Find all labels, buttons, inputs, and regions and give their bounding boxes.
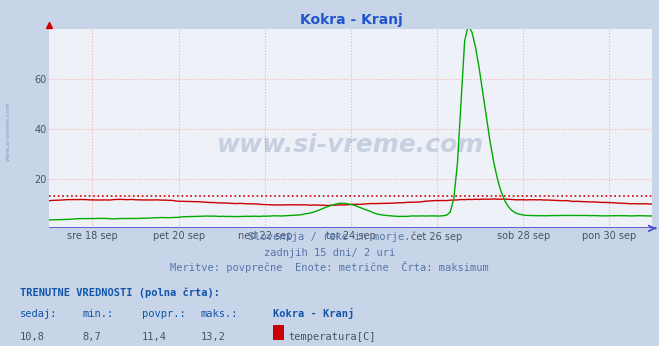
Text: maks.:: maks.:: [201, 309, 239, 319]
Text: Meritve: povprečne  Enote: metrične  Črta: maksimum: Meritve: povprečne Enote: metrične Črta:…: [170, 261, 489, 273]
Text: temperatura[C]: temperatura[C]: [288, 332, 376, 342]
Text: 8,7: 8,7: [82, 332, 101, 342]
Text: TRENUTNE VREDNOSTI (polna črta):: TRENUTNE VREDNOSTI (polna črta):: [20, 287, 219, 298]
Text: 11,4: 11,4: [142, 332, 167, 342]
Text: Kokra - Kranj: Kokra - Kranj: [273, 308, 355, 319]
Text: povpr.:: povpr.:: [142, 309, 185, 319]
Text: 10,8: 10,8: [20, 332, 45, 342]
Text: www.si-vreme.com: www.si-vreme.com: [5, 102, 11, 161]
Text: zadnjih 15 dni/ 2 uri: zadnjih 15 dni/ 2 uri: [264, 248, 395, 258]
Text: 13,2: 13,2: [201, 332, 226, 342]
Title: Kokra - Kranj: Kokra - Kranj: [300, 13, 402, 27]
Text: sedaj:: sedaj:: [20, 309, 57, 319]
Text: www.si-vreme.com: www.si-vreme.com: [217, 133, 484, 157]
Text: min.:: min.:: [82, 309, 113, 319]
Text: Slovenija / reke in morje.: Slovenija / reke in morje.: [248, 233, 411, 243]
